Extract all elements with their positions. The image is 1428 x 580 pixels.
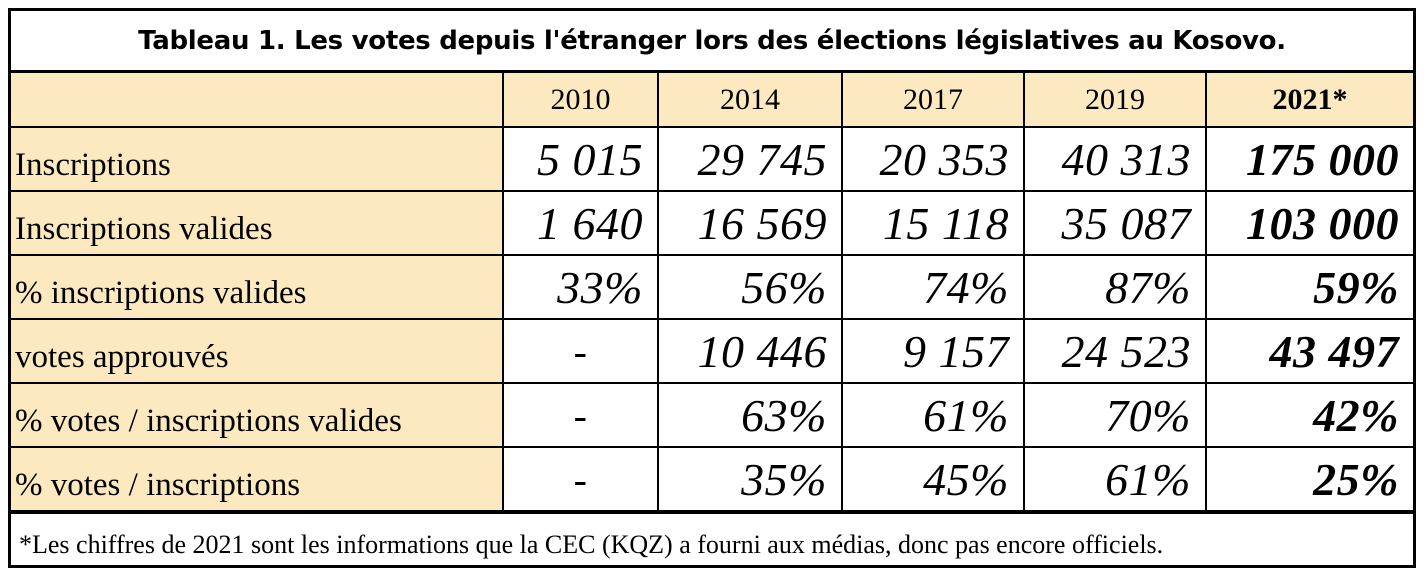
footnote: *Les chiffres de 2021 sont les informati… <box>11 512 1413 576</box>
table-cell: 74% <box>841 254 1025 320</box>
table-cell: - <box>502 446 659 512</box>
table-cell: 20 353 <box>841 127 1025 192</box>
table-cell: 70% <box>1023 382 1207 448</box>
header-row: 2010 2014 2017 2019 2021* <box>11 73 1413 128</box>
table-row: Inscriptions valides 1 640 16 569 15 118 35 … <box>11 190 1413 256</box>
table-cell: 103 000 <box>1205 190 1413 256</box>
column-header-2017: 2017 <box>841 73 1025 128</box>
table-cell: 42% <box>1205 382 1413 448</box>
table-cell: 16 569 <box>657 190 843 256</box>
table-cell: 29 745 <box>657 127 843 192</box>
table-cell: 175 000 <box>1205 127 1413 192</box>
table-cell: 9 157 <box>841 318 1025 384</box>
row-label: Inscriptions <box>11 127 504 192</box>
table-cell: 35% <box>657 446 843 512</box>
table-cell: 33% <box>502 254 659 320</box>
table-row: votes approuvés -10 446 9 157 24 523 43 497 <box>11 318 1413 384</box>
votes-table: 2010 2014 2017 2019 2021* Inscriptions 5 … <box>11 73 1413 512</box>
table-cell: 40 313 <box>1023 127 1207 192</box>
table-cell: 59% <box>1205 254 1413 320</box>
table-cell: 61% <box>1023 446 1207 512</box>
table-cell: 43 497 <box>1205 318 1413 384</box>
row-label: % inscriptions valides <box>11 254 504 320</box>
table-body: Inscriptions 5 015 29 745 20 353 40 313 175 0… <box>11 127 1413 512</box>
table-cell: 56% <box>657 254 843 320</box>
row-label: % votes / inscriptions valides <box>11 382 504 448</box>
table-cell: - <box>502 382 659 448</box>
table-cell: 61% <box>841 382 1025 448</box>
row-label: % votes / inscriptions <box>11 446 504 512</box>
table-frame: Tableau 1. Les votes depuis l'étranger l… <box>8 8 1416 568</box>
table-cell: 1 640 <box>502 190 659 256</box>
header-empty-cell <box>11 73 504 128</box>
row-label: Inscriptions valides <box>11 190 504 256</box>
table-cell: 15 118 <box>841 190 1025 256</box>
table-cell: 35 087 <box>1023 190 1207 256</box>
table-cell: 63% <box>657 382 843 448</box>
column-header-2010: 2010 <box>502 73 659 128</box>
table-cell: 87% <box>1023 254 1207 320</box>
table-row: % inscriptions valides 33% 56% 74% 87% 59% <box>11 254 1413 320</box>
table-title: Tableau 1. Les votes depuis l'étranger l… <box>11 11 1413 73</box>
table-cell: 5 015 <box>502 127 659 192</box>
table-cell: 10 446 <box>657 318 843 384</box>
column-header-2021: 2021* <box>1205 73 1413 128</box>
table-cell: 45% <box>841 446 1025 512</box>
table-cell: - <box>502 318 659 384</box>
table-row: % votes / inscriptions -35% 45% 61% 25% <box>11 446 1413 512</box>
table-cell: 24 523 <box>1023 318 1207 384</box>
column-header-2019: 2019 <box>1023 73 1207 128</box>
table-row: % votes / inscriptions valides -63% 61% 70%… <box>11 382 1413 448</box>
row-label: votes approuvés <box>11 318 504 384</box>
table-cell: 25% <box>1205 446 1413 512</box>
table-row: Inscriptions 5 015 29 745 20 353 40 313 175 0… <box>11 127 1413 192</box>
column-header-2014: 2014 <box>657 73 843 128</box>
